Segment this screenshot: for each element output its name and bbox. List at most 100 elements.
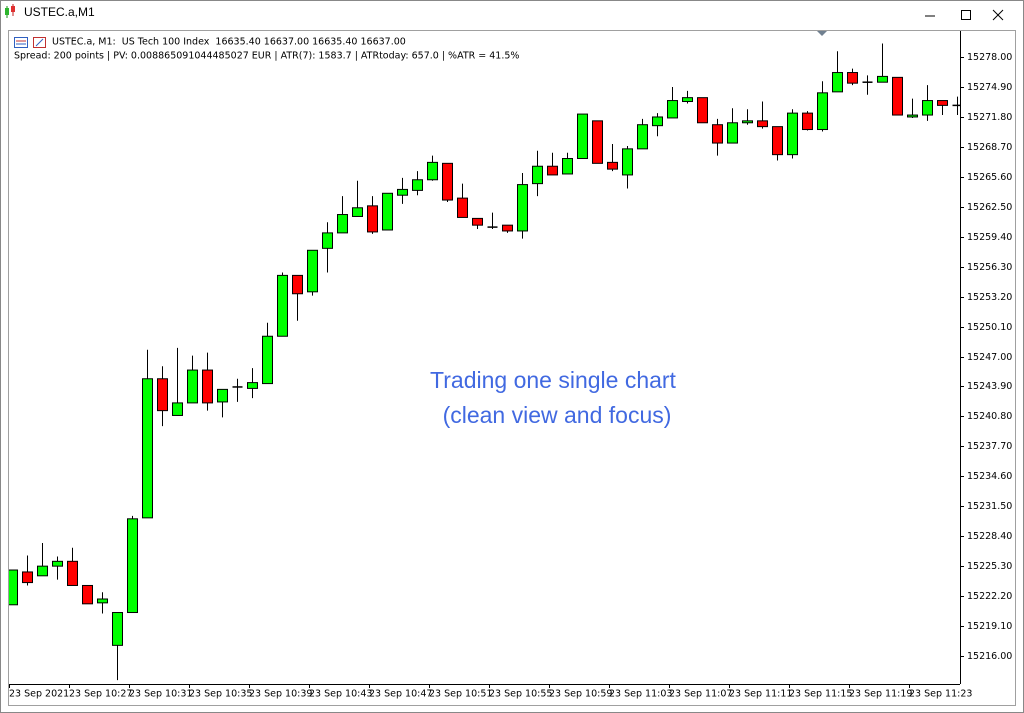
y-tick-label: 15250.10 <box>967 322 1012 333</box>
y-tick-label: 15219.10 <box>967 621 1012 632</box>
candle-body <box>307 249 318 293</box>
x-tick-label: 23 Sep 11:23 <box>909 689 972 700</box>
candle-body <box>742 120 753 124</box>
annotation: (clean view and focus) <box>443 402 672 428</box>
candle-body <box>937 100 948 106</box>
candle-body <box>922 100 933 116</box>
candle-body <box>262 335 273 385</box>
x-tick-label: 23 Sep 10:35 <box>189 689 252 700</box>
candle-body <box>202 369 213 404</box>
y-tick-label: 15234.60 <box>967 471 1012 482</box>
y-tick-label: 15240.80 <box>967 411 1012 422</box>
candle-body <box>757 120 768 128</box>
candle-body <box>397 188 408 196</box>
candle-body <box>337 214 348 234</box>
candle-body <box>127 518 138 614</box>
candle-body <box>622 148 633 176</box>
y-tick-label: 15274.90 <box>967 82 1012 93</box>
y-tick-label: 15222.20 <box>967 591 1012 602</box>
candle-body <box>877 75 888 83</box>
candle-body <box>667 100 678 119</box>
candle-body <box>112 612 123 646</box>
y-tick-label: 15216.00 <box>967 651 1012 662</box>
x-tick-label: 23 Sep 11:03 <box>609 689 672 700</box>
shift-marker <box>817 31 827 36</box>
y-tick-label: 15268.70 <box>967 142 1012 153</box>
y-tick-label: 15228.40 <box>967 531 1012 542</box>
y-tick-label: 15247.00 <box>967 352 1012 363</box>
x-tick-label: 23 Sep 10:51 <box>429 689 492 700</box>
y-tick-label: 15262.50 <box>967 202 1012 213</box>
x-tick-label: 23 Sep 10:59 <box>549 689 612 700</box>
y-tick-label: 15253.20 <box>967 292 1012 303</box>
candle-body <box>277 274 288 337</box>
x-tick-label: 23 Sep 10:43 <box>309 689 372 700</box>
candle-body <box>82 584 93 605</box>
candle-body <box>247 382 258 389</box>
candle-body <box>52 560 63 567</box>
x-tick-label: 23 Sep 10:31 <box>129 689 192 700</box>
plot-area <box>9 43 960 681</box>
annotation: Trading one single chart <box>430 367 677 393</box>
app-icon <box>5 4 15 18</box>
chart-frame <box>8 30 1016 706</box>
candle-body <box>727 122 738 144</box>
candle-body <box>472 217 483 226</box>
candle-body <box>847 72 858 84</box>
candle-body <box>547 165 558 176</box>
candle-body <box>142 378 153 519</box>
x-tick-label: 23 Sep 11:07 <box>669 689 732 700</box>
candle-body <box>427 161 438 181</box>
symbol-info: USTEC.a, M1: US Tech 100 Index 16635.40 … <box>52 37 406 48</box>
candle-body <box>457 197 468 218</box>
y-tick-label: 15225.30 <box>967 561 1012 572</box>
y-tick-label: 15271.80 <box>967 112 1012 123</box>
candle-body <box>187 369 198 404</box>
candle-body <box>37 565 48 577</box>
candle-body <box>787 112 798 156</box>
candle-body <box>892 76 903 116</box>
candle-body <box>412 179 423 191</box>
stats-line: Spread: 200 points | PV: 0.0088650910444… <box>14 51 519 62</box>
y-tick-label: 15231.50 <box>967 501 1012 512</box>
x-tick-label: 23 Sep 10:47 <box>369 689 432 700</box>
info-icons <box>14 37 46 48</box>
candle-body <box>907 114 918 118</box>
x-tick-label: 23 Sep 2021 <box>9 689 69 700</box>
x-tick-label: 23 Sep 11:15 <box>789 689 852 700</box>
candle-body <box>97 598 108 604</box>
candle-body <box>682 97 693 103</box>
candle-body <box>22 571 33 584</box>
candle-body <box>442 162 453 201</box>
maximize-button[interactable] <box>961 10 971 20</box>
x-tick-label: 23 Sep 10:27 <box>69 689 132 700</box>
candle-body <box>352 207 363 217</box>
x-tick-label: 23 Sep 10:55 <box>489 689 552 700</box>
x-tick-label: 23 Sep 11:19 <box>849 689 912 700</box>
candle-body <box>9 569 18 606</box>
close-button[interactable] <box>992 9 1004 21</box>
candle-body <box>577 113 588 160</box>
x-tick-label: 23 Sep 10:39 <box>249 689 312 700</box>
candle-body <box>802 112 813 131</box>
candle-body <box>712 124 723 144</box>
candle-body <box>562 158 573 175</box>
candle-body <box>697 97 708 124</box>
y-tick-label: 15259.40 <box>967 232 1012 243</box>
window-title: USTEC.a,M1 <box>24 5 95 19</box>
candle-body <box>172 402 183 416</box>
candle-body <box>772 126 783 156</box>
y-tick-label: 15256.30 <box>967 262 1012 273</box>
candle-body <box>517 184 528 232</box>
candle-body <box>292 274 303 295</box>
y-tick-label: 15278.00 <box>967 52 1012 63</box>
candle-body <box>502 224 513 232</box>
y-tick-label: 15265.60 <box>967 172 1012 183</box>
candle-body <box>217 388 228 403</box>
candle-body <box>532 165 543 185</box>
candle-body <box>637 124 648 150</box>
candle-body <box>607 161 618 170</box>
candle-body <box>817 92 828 131</box>
candle-body <box>157 378 168 412</box>
